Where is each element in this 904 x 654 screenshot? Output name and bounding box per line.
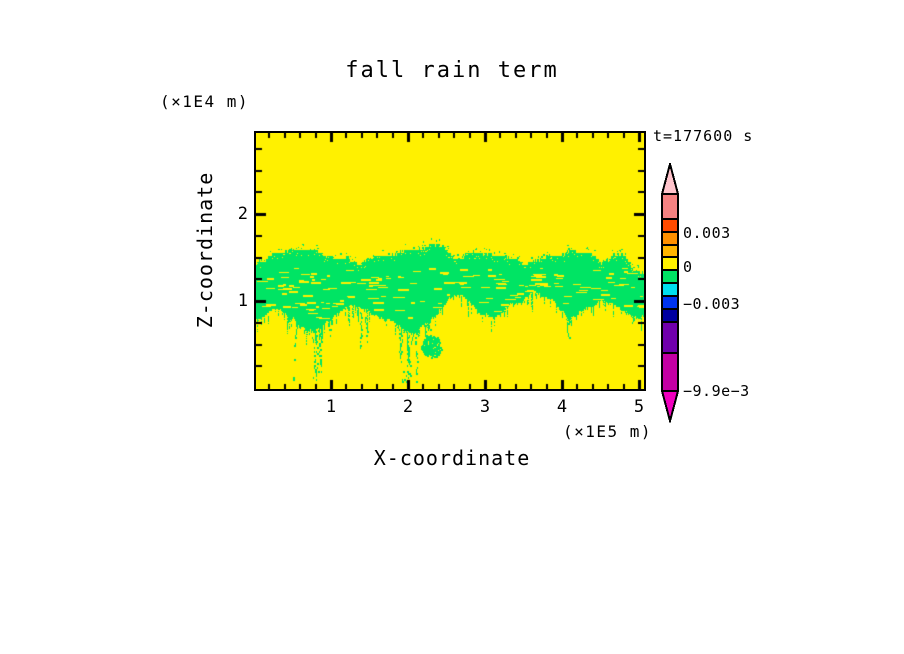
x-tick-label: 4: [556, 397, 568, 417]
y-axis-unit-label: (×1E4 m): [160, 92, 250, 111]
y-axis-label: Z-coordinate: [193, 171, 217, 329]
x-tick-label: 1: [325, 397, 337, 417]
x-axis-label: X-coordinate: [373, 446, 531, 470]
colorbar-segment: [661, 193, 679, 220]
colorbar-segment: [661, 218, 679, 233]
time-label: t=177600 s: [653, 127, 754, 145]
colorbar-tick-label: −0.003: [683, 295, 741, 313]
colorbar-segment: [661, 256, 679, 271]
colorbar-segment: [661, 295, 679, 310]
colorbar-bottom-arrow-icon: [660, 390, 680, 423]
x-tick-label: 3: [479, 397, 491, 417]
plot-frame: [254, 131, 646, 391]
colorbar: [660, 163, 680, 423]
x-tick-label: 2: [402, 397, 414, 417]
colorbar-tick-label: −9.9e−3: [683, 382, 750, 400]
field-heatmap-canvas: [256, 133, 644, 389]
colorbar-segment: [661, 282, 679, 297]
y-tick-label: 2: [237, 204, 248, 224]
x-axis-unit-label: (×1E5 m): [563, 422, 653, 441]
colorbar-segment: [661, 352, 679, 392]
plot-title: fall rain term: [345, 58, 559, 83]
colorbar-segment: [661, 321, 679, 354]
y-tick-label: 1: [237, 291, 248, 311]
x-tick-label: 5: [633, 397, 645, 417]
colorbar-tick-label: 0: [683, 258, 693, 276]
colorbar-tick-label: 0.003: [683, 224, 731, 242]
colorbar-segment: [661, 269, 679, 284]
colorbar-segment: [661, 231, 679, 246]
colorbar-segment: [661, 244, 679, 258]
colorbar-segment: [661, 308, 679, 323]
colorbar-top-arrow-icon: [660, 163, 680, 195]
